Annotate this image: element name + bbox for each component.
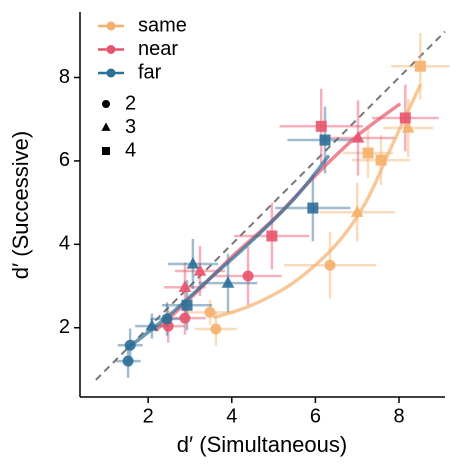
data-point [221, 276, 235, 288]
data-point [375, 154, 387, 166]
data-point [145, 319, 159, 331]
data-point [307, 202, 319, 214]
data-point [362, 147, 374, 159]
legend-label: 4 [125, 139, 136, 161]
x-tick-label: 6 [310, 405, 321, 427]
data-point [161, 313, 173, 325]
data-point [399, 112, 411, 124]
legend-marker [102, 147, 110, 155]
legend-label: 3 [125, 116, 136, 138]
data-point [351, 131, 365, 143]
x-axis-title: d′ (Simultaneous) [177, 432, 347, 457]
data-point [122, 355, 134, 367]
data-point [315, 120, 327, 132]
data-point [414, 60, 426, 72]
y-axis-title: d′ (Successive) [8, 131, 33, 279]
x-tick-label: 8 [393, 405, 404, 427]
legend-dot [106, 68, 116, 78]
legend-label: same [138, 14, 187, 36]
fit-curve [213, 84, 422, 320]
data-point [324, 259, 336, 271]
legend-label: 2 [125, 92, 136, 114]
legend-label: near [138, 38, 178, 60]
data-point [266, 230, 278, 242]
data-point [242, 270, 254, 282]
legend-dot [106, 21, 116, 31]
legend-label: far [138, 61, 162, 83]
x-tick-label: 2 [143, 405, 154, 427]
legend-marker [102, 100, 110, 108]
y-tick-label: 8 [59, 66, 70, 88]
x-tick-label: 4 [226, 405, 237, 427]
data-point [401, 121, 415, 133]
data-point [124, 339, 136, 351]
legend-dot [106, 45, 116, 54]
data-point [319, 134, 331, 146]
data-point [204, 306, 216, 318]
data-point [350, 205, 364, 217]
data-point [181, 299, 193, 311]
y-tick-label: 6 [59, 149, 70, 171]
data-point [193, 264, 207, 276]
y-tick-label: 4 [59, 233, 70, 255]
data-point [210, 323, 222, 335]
identity-line [95, 30, 446, 381]
legend-marker [101, 122, 111, 131]
y-tick-label: 2 [59, 316, 70, 338]
data-point [186, 257, 200, 269]
data-point [178, 280, 192, 292]
data-point [179, 312, 191, 324]
